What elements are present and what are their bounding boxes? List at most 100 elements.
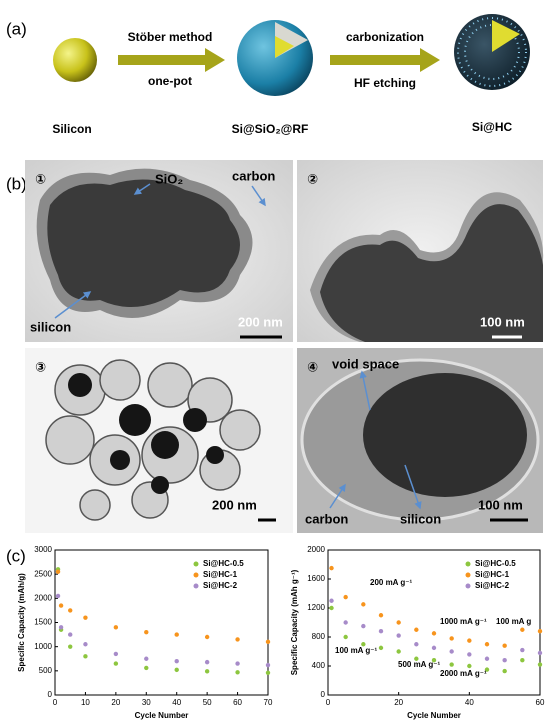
legend-marker <box>193 572 199 578</box>
point <box>58 625 64 630</box>
point <box>144 629 149 635</box>
point <box>265 662 271 668</box>
pores <box>457 17 527 87</box>
point <box>55 593 61 599</box>
panel-label: (b) <box>6 174 27 193</box>
point <box>361 642 366 647</box>
pointer <box>133 183 151 195</box>
point <box>174 667 179 673</box>
x-tick-label: 20 <box>111 698 120 707</box>
tem-image: ① SiO₂ carbon silicon 200 nm <box>25 160 293 342</box>
point <box>502 668 507 674</box>
point <box>235 637 240 642</box>
silicon-sphere <box>53 38 97 82</box>
point <box>414 656 419 661</box>
x-axis-label: Cycle Number <box>407 711 461 720</box>
point <box>113 661 119 666</box>
scale-label: 100 nm <box>480 314 525 329</box>
legend-label: Si@HC-1 <box>203 570 238 579</box>
cutaway <box>275 36 294 58</box>
silicon-core <box>363 373 527 497</box>
pointer <box>251 185 266 207</box>
arrow <box>330 48 440 72</box>
y-tick-label: 2000 <box>34 593 52 602</box>
point <box>502 643 507 648</box>
point <box>484 642 490 647</box>
y-tick-label: 800 <box>312 632 326 641</box>
legend-marker <box>193 561 199 567</box>
point <box>396 633 401 638</box>
point <box>55 569 61 574</box>
y-tick-label: 400 <box>312 661 326 670</box>
point <box>467 652 472 657</box>
legend-marker <box>465 561 471 567</box>
pointer <box>404 464 422 510</box>
point <box>537 629 543 634</box>
tem-image: ④ void space carbon silicon 100 nm <box>297 348 543 533</box>
point <box>204 659 210 665</box>
x-tick-label: 60 <box>233 698 242 707</box>
y-tick-label: 0 <box>48 690 53 699</box>
scale-label: 200 nm <box>238 314 283 329</box>
x-tick-label: 60 <box>536 698 545 707</box>
point <box>378 613 384 618</box>
arrow-label: one-pot <box>148 74 192 88</box>
point <box>537 650 543 656</box>
point <box>520 647 525 653</box>
image-number: ① <box>35 171 46 186</box>
point <box>235 670 240 675</box>
image-number: ③ <box>35 359 46 374</box>
y-tick-label: 500 <box>39 666 53 675</box>
legend-marker <box>465 572 471 578</box>
annotation: silicon <box>400 511 441 526</box>
legend-label: Si@HC-1 <box>475 570 510 579</box>
pointer <box>329 483 346 509</box>
point <box>113 651 119 657</box>
point <box>449 636 454 641</box>
point <box>502 658 507 663</box>
point <box>329 605 334 611</box>
point <box>174 632 179 637</box>
tem-image: ② 100 nm <box>297 160 544 342</box>
point <box>449 649 454 654</box>
annotation: SiO₂ <box>155 171 183 186</box>
point <box>204 634 210 640</box>
step-label: Silicon <box>52 122 91 136</box>
arrow <box>118 48 225 72</box>
annotation: carbon <box>305 511 348 526</box>
point <box>343 634 348 640</box>
pointer <box>54 291 92 319</box>
point <box>83 642 88 647</box>
pointer <box>359 370 371 411</box>
point <box>265 670 271 675</box>
scale-label: 200 nm <box>212 497 257 512</box>
panel-label: (c) <box>6 546 26 565</box>
point <box>396 620 401 625</box>
silicon-core <box>320 204 543 342</box>
annotation: silicon <box>30 319 71 334</box>
cutaway <box>492 20 520 52</box>
point <box>113 625 119 630</box>
y-tick-label: 2500 <box>34 569 52 578</box>
point <box>520 627 525 632</box>
x-axis-label: Cycle Number <box>135 711 189 720</box>
y-tick-label: 1200 <box>307 603 325 612</box>
annotation: 200 mA g⁻¹ <box>370 578 412 587</box>
annotation: 100 mA g <box>496 617 531 626</box>
point <box>343 620 348 625</box>
y-tick-label: 2000 <box>307 545 325 554</box>
arrow-label: carbonization <box>346 30 424 44</box>
image-number: ④ <box>307 359 318 374</box>
point <box>68 608 73 613</box>
x-tick-label: 50 <box>203 698 212 707</box>
point <box>520 658 525 663</box>
y-tick-label: 1000 <box>34 642 52 651</box>
y-axis-label: Specific Capacity (mAh g⁻¹) <box>290 569 299 675</box>
point <box>204 669 210 674</box>
point <box>484 656 490 661</box>
point <box>537 662 543 667</box>
x-tick-label: 70 <box>264 698 273 707</box>
point <box>378 629 384 634</box>
y-tick-label: 3000 <box>34 545 52 554</box>
